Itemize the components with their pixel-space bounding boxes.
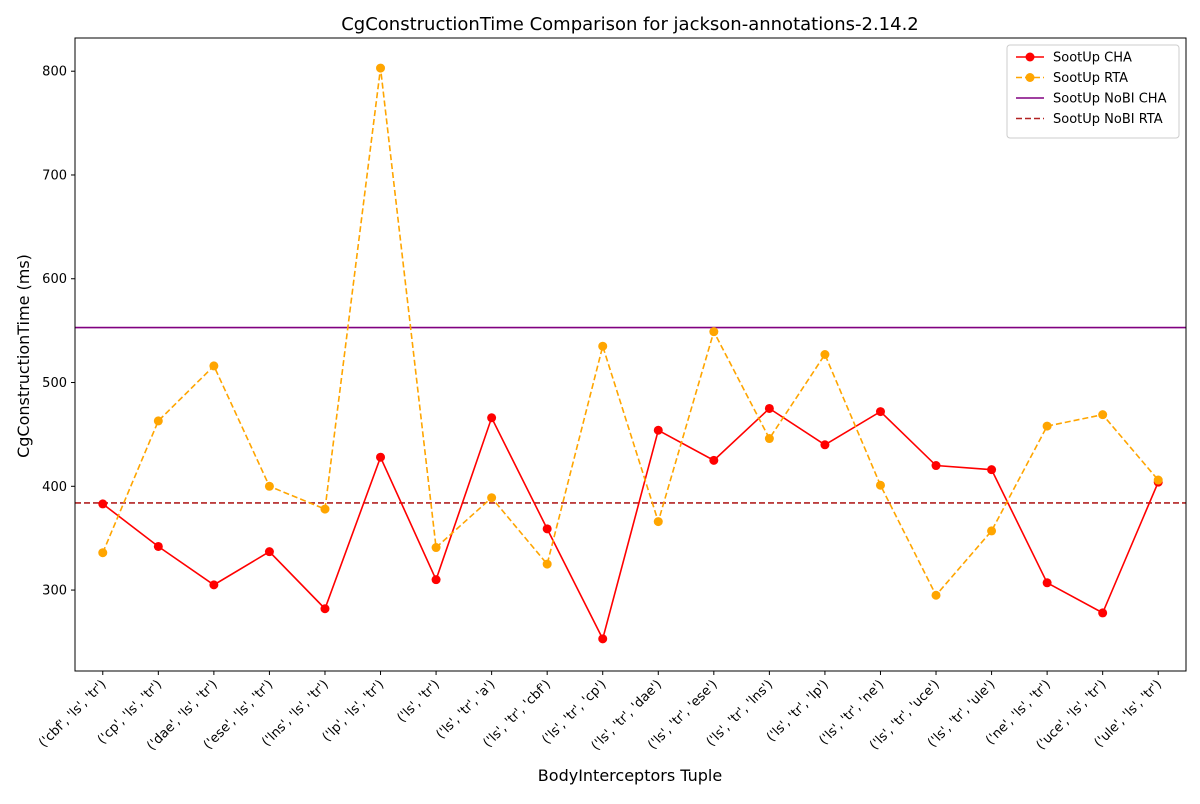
- data-point: [264, 547, 274, 557]
- y-tick-label: 500: [42, 376, 67, 391]
- data-point: [931, 461, 941, 471]
- data-point: [153, 541, 163, 551]
- plot-frame: [74, 37, 1187, 672]
- legend-entry-label: SootUp NoBI CHA: [1053, 92, 1167, 107]
- legend-box: [1006, 44, 1180, 139]
- data-point: [1042, 421, 1052, 431]
- data-point: [487, 413, 497, 423]
- data-point: [1098, 608, 1108, 618]
- legend-entry-label: SootUp CHA: [1053, 51, 1132, 66]
- data-point: [487, 493, 497, 503]
- legend-entry-label: SootUp RTA: [1053, 71, 1128, 86]
- data-point: [542, 524, 552, 534]
- y-axis-label: CgConstructionTime (ms): [14, 254, 33, 458]
- y-tick-label: 300: [42, 584, 67, 599]
- series-1: [98, 63, 1163, 600]
- data-point: [598, 341, 608, 351]
- y-tick-label: 400: [42, 480, 67, 495]
- data-point: [875, 480, 885, 490]
- y-tick-label: 800: [42, 65, 67, 80]
- data-point: [987, 526, 997, 536]
- legend-entry-label: SootUp NoBI RTA: [1053, 112, 1163, 127]
- y-tick-label: 600: [42, 272, 67, 287]
- series-layer: [98, 63, 1163, 644]
- data-point: [98, 548, 108, 558]
- data-point: [764, 434, 774, 444]
- x-axis-label: BodyInterceptors Tuple: [538, 766, 722, 785]
- data-point: [820, 440, 830, 450]
- data-point: [1153, 475, 1163, 485]
- data-point: [875, 407, 885, 417]
- legend: SootUp CHA SootUp RTA SootUp NoBI CHA SootU…: [1006, 44, 1180, 139]
- data-point: [987, 465, 997, 475]
- data-point: [820, 350, 830, 359]
- data-point: [709, 455, 719, 465]
- chart-title: CgConstructionTime Comparison for jackso…: [341, 14, 919, 35]
- data-point: [153, 416, 163, 426]
- series-line-0: [102, 407, 1159, 642]
- data-point: [320, 504, 330, 514]
- data-point: [653, 425, 663, 435]
- data-point: [931, 590, 941, 600]
- data-point: [1098, 410, 1108, 420]
- data-point: [709, 327, 719, 337]
- data-point: [431, 543, 441, 553]
- data-point: [431, 575, 441, 585]
- data-point: [264, 481, 274, 491]
- data-point: [598, 634, 608, 644]
- data-point: [209, 361, 219, 371]
- data-point: [376, 63, 386, 73]
- data-point: [320, 604, 330, 614]
- legend-swatch-marker: [1025, 52, 1035, 62]
- data-point: [209, 580, 219, 590]
- y-tick-label: 700: [42, 168, 67, 183]
- data-point: [542, 559, 552, 569]
- data-point: [376, 452, 386, 462]
- reference-lines: [75, 326, 1186, 504]
- data-point: [1042, 578, 1052, 588]
- series-line-1: [102, 67, 1159, 597]
- data-point: [653, 517, 663, 527]
- legend-swatch-marker: [1025, 73, 1035, 82]
- data-point: [764, 403, 774, 413]
- data-point: [98, 499, 108, 509]
